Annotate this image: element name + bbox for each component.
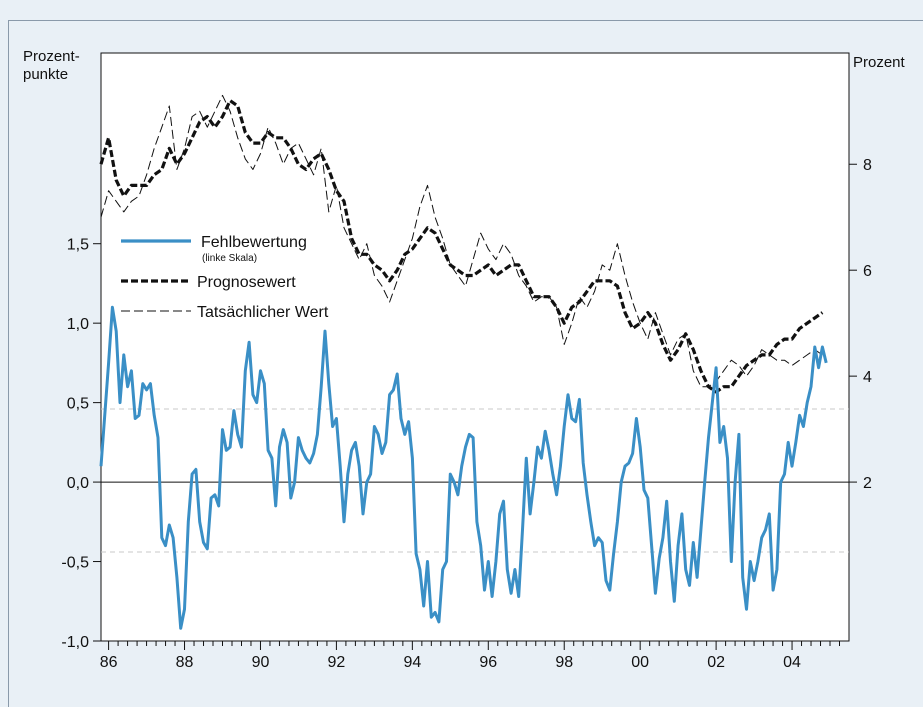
x-tick-label: 98 [555,654,573,671]
series-line-tatsächlicher-wert [100,94,823,388]
right-tick-label: 2 [863,475,872,492]
chart-frame: -1,0 -0,5 0,0 0,5 1,0 1,5 2 4 6 8 86 88 90 92 94 96 98 00… [8,20,923,707]
left-tick-label: 0,0 [67,475,89,492]
x-tick-label: 92 [328,654,346,671]
right-tick-label: 6 [863,263,872,280]
left-tick-label: 1,5 [67,237,89,254]
left-tick-label: -1,0 [61,634,89,651]
x-tick-label: 94 [403,654,421,671]
right-tick-label: 8 [863,157,872,174]
series-line-fehlbewertung [99,305,828,630]
right-axis-unit-label: Prozent [853,54,906,71]
x-tick-label: 88 [176,654,194,671]
x-tick-label: 96 [479,654,497,671]
x-tick-label: 00 [631,654,649,671]
legend-label-prognosewert: Prognosewert [197,274,296,291]
right-tick-label: 4 [863,369,872,386]
legend-label-tatsaechlicher-wert: Tatsächlicher Wert [197,304,329,321]
fehlbewertung-chart: -1,0 -0,5 0,0 0,5 1,0 1,5 2 4 6 8 86 88 90 92 94 96 98 00… [23,48,906,671]
left-tick-label: 1,0 [67,316,89,333]
x-tick-label: 02 [707,654,725,671]
left-tick-label: -0,5 [61,555,89,572]
x-tick-label: 90 [252,654,270,671]
x-tick-label: 86 [100,654,118,671]
plot-area [100,52,850,642]
left-axis-unit-label-line2: punkte [23,66,68,83]
left-tick-label: 0,5 [67,396,89,413]
legend-label-fehlbewertung: Fehlbewertung [201,234,307,251]
x-tick-label: 04 [783,654,801,671]
series-line-prognosewert [99,99,824,394]
legend-sublabel-fehlbewertung: (linke Skala) [202,253,257,264]
left-axis-unit-label-line1: Prozent- [23,48,80,65]
